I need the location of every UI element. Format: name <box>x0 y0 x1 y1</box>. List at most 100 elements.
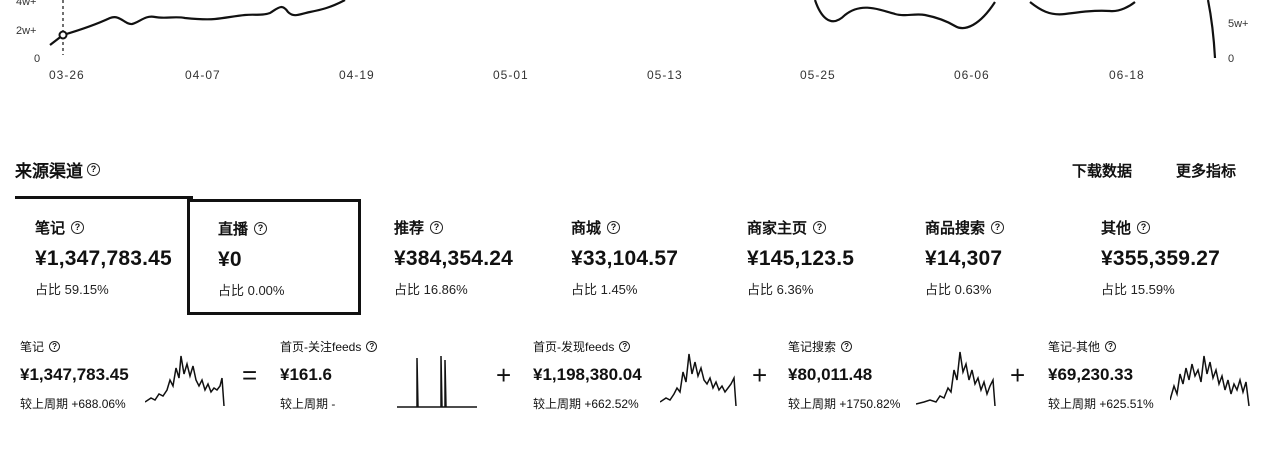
channel-label: 其他 ? <box>1101 217 1151 238</box>
metric-value: ¥69,230.33 <box>1048 365 1134 384</box>
metric-compare: 较上周期 +625.51% <box>1048 397 1154 411</box>
channel-label: 商家主页 ? <box>747 217 827 238</box>
breakdown-note-other: 笔记-其他 ? ¥69,230.33 较上周期 +625.51% <box>1048 338 1154 412</box>
source-channel-title: 来源渠道 ? <box>15 157 100 182</box>
plus-operator: + <box>1010 360 1026 390</box>
x-tick: 04-07 <box>185 68 221 82</box>
help-icon[interactable]: ? <box>1105 341 1116 352</box>
channel-label-text: 其他 <box>1101 220 1132 237</box>
plus-operator: + <box>496 360 512 390</box>
help-icon[interactable]: ? <box>254 222 268 235</box>
y-tick: 2w+ <box>16 25 37 37</box>
metric-compare: 较上周期 +662.52% <box>533 397 639 411</box>
help-icon[interactable]: ? <box>813 221 827 234</box>
channel-share: 占比 1.45% <box>571 282 638 297</box>
sparkline <box>397 355 477 408</box>
channel-share: 占比 0.00% <box>218 283 285 298</box>
channel-tab-shop-home[interactable]: 商家主页 ? ¥145,123.5 占比 6.36% <box>727 205 902 305</box>
sparkline <box>1170 355 1250 407</box>
metric-label-text: 笔记-其他 <box>1048 340 1100 354</box>
channel-tab-note[interactable]: 笔记 ? ¥1,347,783.45 占比 59.15% <box>15 205 190 305</box>
plus-operator: + <box>752 360 768 390</box>
y-tick: 4w+ <box>16 0 37 8</box>
y-tick-right: 0 <box>1228 53 1235 65</box>
channel-label: 笔记 ? <box>35 217 85 238</box>
hover-point[interactable] <box>58 30 68 40</box>
x-tick: 04-19 <box>339 68 375 82</box>
trend-line-middle <box>813 0 996 30</box>
metric-compare: 较上周期 +688.06% <box>20 397 126 411</box>
download-data-button[interactable]: 下载数据 <box>1072 163 1133 180</box>
channel-tab-other[interactable]: 其他 ? ¥355,359.27 占比 15.59% <box>1081 205 1256 305</box>
equals-operator: = <box>242 360 258 390</box>
trend-chart-svg <box>49 0 1217 59</box>
help-icon[interactable]: ? <box>430 221 444 234</box>
metric-compare: 较上周期 +1750.82% <box>788 397 901 411</box>
metric-value: ¥1,347,783.45 <box>20 365 129 384</box>
help-icon[interactable]: ? <box>71 221 85 234</box>
x-tick: 05-01 <box>493 68 529 82</box>
metric-label-text: 笔记搜索 <box>788 340 837 354</box>
metric-label: 首页-发现feeds ? <box>533 338 642 355</box>
channel-label-text: 推荐 <box>394 220 425 237</box>
active-tab-indicator <box>15 196 193 199</box>
trend-line-right <box>1029 1 1136 16</box>
metric-value: ¥1,198,380.04 <box>533 365 642 384</box>
channel-share: 占比 0.63% <box>925 282 992 297</box>
y-tick: 0 <box>34 53 41 65</box>
channel-tab-recommend[interactable]: 推荐 ? ¥384,354.24 占比 16.86% <box>374 205 549 305</box>
x-tick: 06-18 <box>1109 68 1145 82</box>
metric-label-text: 笔记 <box>20 340 45 354</box>
channel-label-text: 商家主页 <box>747 220 808 237</box>
channel-label: 商城 ? <box>571 217 621 238</box>
breakdown-note-search: 笔记搜索 ? ¥80,011.48 较上周期 +1750.82% <box>788 338 900 412</box>
help-icon[interactable]: ? <box>991 221 1005 234</box>
help-icon[interactable]: ? <box>49 341 61 352</box>
sparkline <box>145 355 225 407</box>
x-tick: 03-26 <box>49 68 85 82</box>
metric-label: 笔记 ? <box>20 338 129 355</box>
channel-amount: ¥384,354.24 <box>394 247 513 270</box>
channel-amount: ¥145,123.5 <box>747 247 855 270</box>
channel-share: 占比 15.59% <box>1101 282 1175 297</box>
help-icon[interactable]: ? <box>841 341 853 352</box>
source-channel-title-text: 来源渠道 <box>15 162 83 181</box>
breakdown-home-follow-feeds: 首页-关注feeds ? ¥161.6 较上周期 - <box>280 338 378 412</box>
channel-tab-mall[interactable]: 商城 ? ¥33,104.57 占比 1.45% <box>551 205 726 305</box>
channel-label-text: 商城 <box>571 220 602 237</box>
x-tick: 05-13 <box>647 68 683 82</box>
channel-amount: ¥33,104.57 <box>571 247 679 270</box>
channel-label: 商品搜索 ? <box>925 217 1005 238</box>
trend-line-right-axis <box>1206 0 1217 59</box>
channel-amount: ¥1,347,783.45 <box>35 247 172 270</box>
channel-share: 占比 6.36% <box>747 282 814 297</box>
x-tick: 05-25 <box>800 68 836 82</box>
channel-amount: ¥355,359.27 <box>1101 247 1220 270</box>
breakdown-home-discover-feeds: 首页-发现feeds ? ¥1,198,380.04 较上周期 +662.52% <box>533 338 642 412</box>
channel-label-text: 笔记 <box>35 220 66 237</box>
metric-label-text: 首页-发现feeds <box>533 340 615 354</box>
channel-label: 直播 ? <box>218 218 268 239</box>
help-icon[interactable]: ? <box>619 341 631 352</box>
metric-compare: 较上周期 - <box>280 397 336 411</box>
channel-amount: ¥14,307 <box>925 247 1003 270</box>
channel-label: 推荐 ? <box>394 217 444 238</box>
metric-label: 首页-关注feeds ? <box>280 338 378 355</box>
breakdown-note-total: 笔记 ? ¥1,347,783.45 较上周期 +688.06% <box>20 338 129 412</box>
channel-share: 占比 59.15% <box>35 282 109 297</box>
more-metrics-button[interactable]: 更多指标 <box>1176 163 1237 180</box>
channel-label-text: 直播 <box>218 221 249 238</box>
help-icon[interactable]: ? <box>607 221 621 234</box>
x-tick: 06-06 <box>954 68 990 82</box>
metric-label: 笔记搜索 ? <box>788 338 900 355</box>
sparkline <box>660 353 737 407</box>
metric-label-text: 首页-关注feeds <box>280 340 362 354</box>
y-tick-right: 5w+ <box>1228 18 1249 30</box>
help-icon[interactable]: ? <box>1137 221 1151 234</box>
channel-label-text: 商品搜索 <box>925 220 986 237</box>
channel-tab-product-search[interactable]: 商品搜索 ? ¥14,307 占比 0.63% <box>905 205 1080 305</box>
help-icon[interactable]: ? <box>87 163 100 176</box>
metric-value: ¥80,011.48 <box>788 365 873 384</box>
help-icon[interactable]: ? <box>366 341 378 352</box>
channel-tab-live[interactable]: 直播 ? ¥0 占比 0.00% <box>187 199 361 315</box>
